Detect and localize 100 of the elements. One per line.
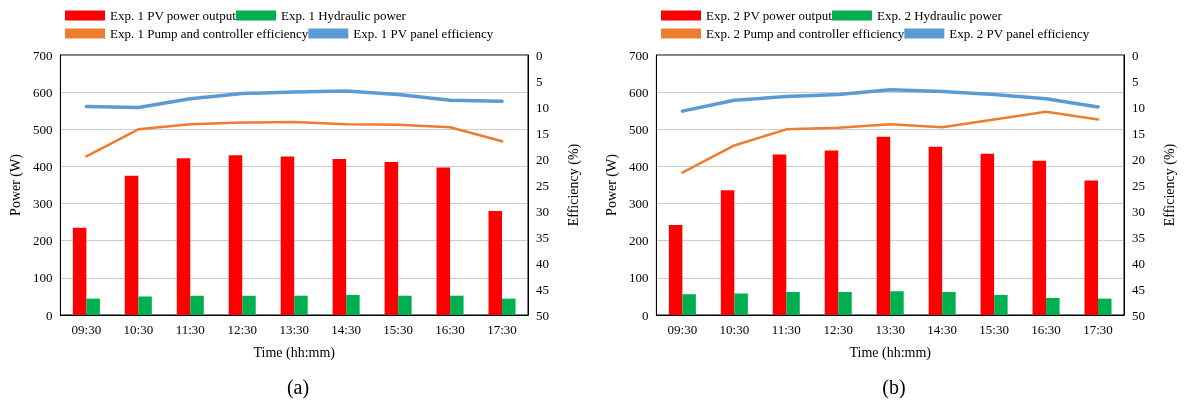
y-tick-label: 200 xyxy=(628,233,649,249)
x-tick-label: 10:30 xyxy=(123,322,154,337)
bar xyxy=(682,294,696,315)
y-tick-label: 400 xyxy=(628,158,649,174)
x-tick-label: 13:30 xyxy=(279,322,310,337)
x-tick-label: 13:30 xyxy=(875,322,906,337)
y2-tick-label: 25 xyxy=(536,177,549,193)
y2-tick-label: 5 xyxy=(1132,73,1139,89)
legend-label: Exp. 1 Pump and controller efficiency xyxy=(110,26,309,41)
text: (a) xyxy=(286,376,310,399)
y-axis-title: Power (W) xyxy=(603,153,620,216)
y2-tick-label: 40 xyxy=(1132,255,1145,271)
bar xyxy=(190,295,204,315)
bar xyxy=(346,294,360,315)
bar xyxy=(668,225,683,315)
y-tick-label: 700 xyxy=(628,47,649,63)
y2-tick-label: 45 xyxy=(536,281,549,297)
bar xyxy=(86,298,100,315)
y2-tick-label: 0 xyxy=(536,47,543,63)
bar xyxy=(928,146,943,315)
x-axis-title: Time (hh:mm) xyxy=(849,344,932,361)
x-tick-label: 09:30 xyxy=(71,322,102,337)
bar xyxy=(734,293,748,315)
y2-tick-label: 35 xyxy=(536,229,549,245)
x-tick-label: 11:30 xyxy=(771,322,801,337)
x-tick-label: 12:30 xyxy=(227,322,258,337)
y-tick-label: 600 xyxy=(32,84,53,100)
y2-axis-title: Efficiency (%) xyxy=(565,143,582,227)
y2-axis-title: Efficiency (%) xyxy=(1161,143,1178,227)
y2-tick-label: 20 xyxy=(1132,151,1145,167)
x-tick-label: 12:30 xyxy=(823,322,854,337)
bar xyxy=(72,227,87,315)
bar xyxy=(994,294,1008,315)
y2-tick-label: 50 xyxy=(536,307,549,323)
bar xyxy=(786,291,800,315)
bar xyxy=(720,190,735,315)
y2-tick-label: 10 xyxy=(536,99,549,115)
bar xyxy=(384,161,399,315)
y2-tick-label: 20 xyxy=(536,151,549,167)
bar xyxy=(124,175,139,315)
x-tick-label: 16:30 xyxy=(435,322,465,337)
y2-tick-label: 50 xyxy=(1132,307,1145,323)
legend-label: Exp. 1 Hydraulic power xyxy=(281,8,407,23)
legend-label: Exp. 2 Pump and controller efficiency xyxy=(706,26,905,41)
x-tick-label: 17:30 xyxy=(487,322,517,337)
line-series xyxy=(84,89,504,110)
bar xyxy=(280,156,295,315)
y2-tick-label: 35 xyxy=(1132,229,1145,245)
bar xyxy=(488,211,503,315)
x-axis-title: Time (hh:mm) xyxy=(253,344,336,361)
line-series xyxy=(681,110,1100,174)
bar xyxy=(176,158,191,315)
bar xyxy=(228,155,243,315)
bar xyxy=(824,150,839,315)
y-axis-title: Power (W) xyxy=(7,153,24,216)
y2-tick-label: 0 xyxy=(1132,47,1139,63)
bar xyxy=(1098,298,1112,315)
bar xyxy=(294,295,308,315)
bar xyxy=(398,295,412,315)
legend-label: Exp. 2 Hydraulic power xyxy=(877,8,1003,23)
y-tick-label: 200 xyxy=(32,233,53,249)
y2-tick-label: 30 xyxy=(536,203,549,219)
legend-label: Exp. 2 PV power output xyxy=(706,8,833,23)
x-tick-label: 17:30 xyxy=(1083,322,1113,337)
x-tick-label: 10:30 xyxy=(719,322,750,337)
legend-label: Exp. 2 PV panel efficiency xyxy=(949,26,1090,41)
y-tick-label: 700 xyxy=(32,47,53,63)
y-tick-label: 600 xyxy=(628,84,649,100)
x-tick-label: 15:30 xyxy=(383,322,413,337)
x-tick-label: 16:30 xyxy=(1031,322,1061,337)
y2-tick-label: 40 xyxy=(536,255,549,271)
bar xyxy=(502,298,516,315)
bar xyxy=(942,291,956,315)
bar xyxy=(876,136,891,315)
bar xyxy=(332,159,347,315)
y-tick-label: 100 xyxy=(32,270,53,286)
bar xyxy=(242,295,256,315)
y2-tick-label: 10 xyxy=(1132,99,1145,115)
y2-tick-label: 5 xyxy=(536,73,543,89)
x-tick-label: 09:30 xyxy=(667,322,698,337)
x-tick-label: 14:30 xyxy=(927,322,957,337)
y-tick-label: 0 xyxy=(641,307,649,323)
legend-label: Exp. 1 PV panel efficiency xyxy=(353,26,494,41)
y2-tick-label: 45 xyxy=(1132,281,1145,297)
y-tick-label: 300 xyxy=(628,196,649,212)
bar xyxy=(450,295,464,315)
bar xyxy=(138,296,152,315)
bar xyxy=(1032,160,1047,315)
bar xyxy=(1046,297,1060,315)
bar xyxy=(890,291,904,315)
bar xyxy=(838,291,852,315)
y-tick-label: 300 xyxy=(32,196,53,212)
y2-tick-label: 25 xyxy=(1132,177,1145,193)
y-tick-label: 100 xyxy=(628,270,649,286)
y-tick-label: 400 xyxy=(32,158,53,174)
bar xyxy=(980,153,995,315)
y2-tick-label: 15 xyxy=(536,125,549,141)
x-tick-label: 11:30 xyxy=(175,322,205,337)
y2-tick-label: 30 xyxy=(1132,203,1145,219)
bar xyxy=(1084,180,1099,315)
